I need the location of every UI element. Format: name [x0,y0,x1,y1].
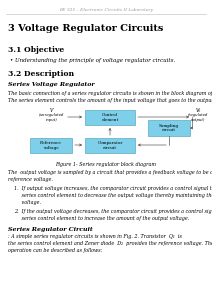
Text: Sampling
circuit: Sampling circuit [159,124,179,132]
FancyBboxPatch shape [148,120,190,136]
Text: the series control element and Zener diode  D₂  provides the reference voltage. : the series control element and Zener dio… [8,241,212,246]
Text: Figure 1- Series regulator block diagram: Figure 1- Series regulator block diagram [56,162,156,167]
Text: reference voltage.: reference voltage. [8,177,53,182]
FancyBboxPatch shape [85,110,135,125]
Text: (regulated: (regulated [188,113,208,117]
Text: Series Regulator Circuit: Series Regulator Circuit [8,227,93,232]
Text: Vᴵ: Vᴵ [50,108,54,113]
Text: Reference
voltage: Reference voltage [40,141,62,150]
Text: (unregulated: (unregulated [39,113,65,117]
Text: 3.1 Objective: 3.1 Objective [8,46,64,54]
Text: Comparator
circuit: Comparator circuit [97,141,123,150]
Text: V₀: V₀ [195,108,201,113]
Text: Series Voltage Regulator: Series Voltage Regulator [8,82,95,87]
Text: output): output) [191,118,205,122]
Text: The series element controls the amount of the input voltage that goes to the out: The series element controls the amount o… [8,98,212,103]
Text: Control
element: Control element [101,113,119,122]
Text: input): input) [46,118,58,122]
Text: 3.2 Description: 3.2 Description [8,70,74,78]
Text: 1.  If output voltage increases, the comparator circuit provides a control signa: 1. If output voltage increases, the comp… [14,186,212,191]
FancyBboxPatch shape [85,138,135,153]
Text: • Understanding the principle of voltage regulator circuits.: • Understanding the principle of voltage… [10,58,175,63]
Text: : A simple series regulator circuits is shown in Fig. 2. Transistor  Q₁  is: : A simple series regulator circuits is … [8,234,182,239]
FancyBboxPatch shape [30,138,72,153]
Text: 3 Voltage Regulator Circuits: 3 Voltage Regulator Circuits [8,24,163,33]
Text: series control element to decrease the output voltage thereby maintaining the ou: series control element to decrease the o… [14,193,212,198]
Text: series control element to increase the amount of the output voltage.: series control element to increase the a… [14,216,189,221]
Text: operation can be described as follows:: operation can be described as follows: [8,248,102,253]
Text: voltage.: voltage. [14,200,41,205]
Text: 2.  If the output voltage decreases, the comparator circuit provides a control s: 2. If the output voltage decreases, the … [14,209,212,214]
Text: EE 325 – Electronic Circuits II Laboratory: EE 325 – Electronic Circuits II Laborato… [59,8,153,12]
Text: The  output voltage is sampled by a circuit that provides a feedback voltage to : The output voltage is sampled by a circu… [8,170,212,175]
Text: The basic connection of a series regulator circuits is shown in the block diagra: The basic connection of a series regulat… [8,91,212,96]
